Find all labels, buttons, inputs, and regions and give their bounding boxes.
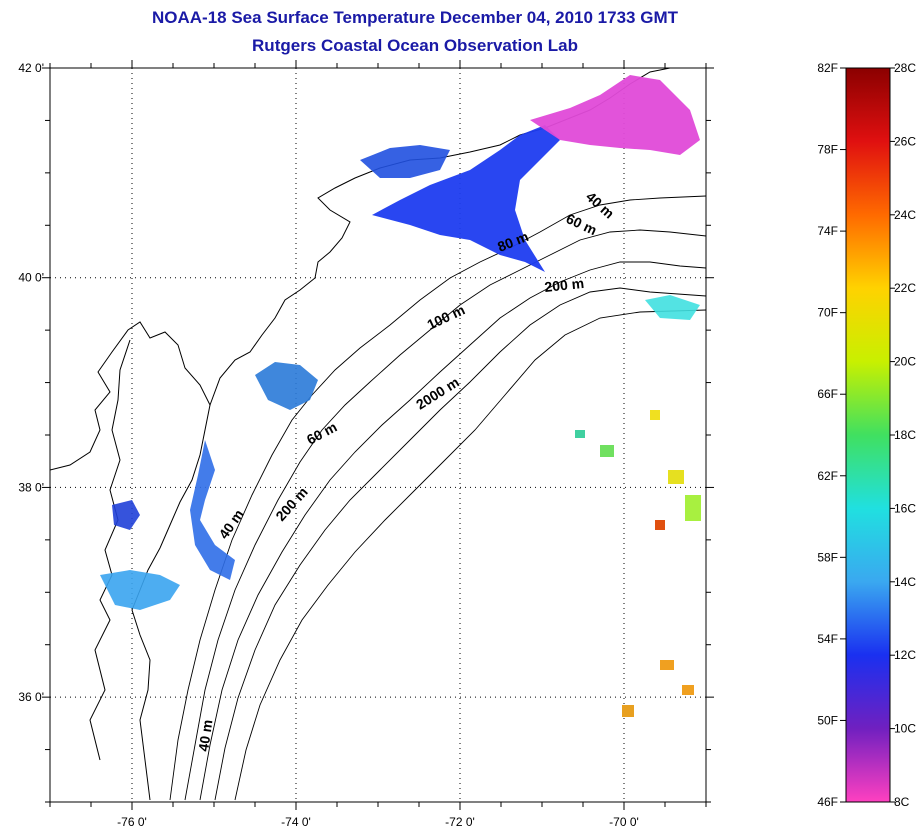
sst-patch-chesapeake-mouth xyxy=(100,570,180,610)
sst-patch-ny-bight xyxy=(360,145,450,178)
lon-tick-label: -76 0' xyxy=(117,815,147,829)
colorbar-label-c: 10C xyxy=(894,722,916,736)
colorbar-label-c: 26C xyxy=(894,134,916,148)
colorbar-label-f: 82F xyxy=(817,61,838,75)
colorbar-label-c: 22C xyxy=(894,281,916,295)
contour-label: 40 m xyxy=(195,719,215,753)
lat-tick-label: 40 0' xyxy=(18,271,44,285)
colorbar-label-f: 62F xyxy=(817,469,838,483)
sst-patch-offshore-cyan xyxy=(645,295,700,320)
coastline xyxy=(50,68,671,471)
colorbar-label-c: 14C xyxy=(894,575,916,589)
colorbar-label-f: 54F xyxy=(817,632,838,646)
bathymetry-contours xyxy=(169,195,706,801)
colorbar-label-f: 70F xyxy=(817,306,838,320)
sst-patch-offshore-yellow xyxy=(668,470,684,484)
sst-patch-long-island-sound xyxy=(372,125,560,272)
sst-patch-delaware xyxy=(255,362,318,410)
map-title: NOAA-18 Sea Surface Temperature December… xyxy=(152,8,678,27)
sst-patch-offshore-orange-2 xyxy=(660,660,674,670)
map-axes: -76 0' -74 0' -72 0' -70 0' 42 0' 40 0' 38 0' 3… xyxy=(18,60,714,829)
colorbar-label-f: 46F xyxy=(817,795,838,809)
lon-tick-label: -70 0' xyxy=(609,815,639,829)
colorbar-label-c: 8C xyxy=(894,795,910,809)
map-subtitle: Rutgers Coastal Ocean Observation Lab xyxy=(252,36,578,55)
lat-tick-label: 36 0' xyxy=(18,690,44,704)
colorbar-label-c: 12C xyxy=(894,648,916,662)
colorbar-label-c: 20C xyxy=(894,355,916,369)
lat-tick-label: 38 0' xyxy=(18,480,44,494)
lon-tick-label: -72 0' xyxy=(445,815,475,829)
colorbar-label-f: 78F xyxy=(817,143,838,157)
lat-tick-label: 42 0' xyxy=(18,61,44,75)
contour-label: 200 m xyxy=(544,275,585,295)
colorbar xyxy=(845,67,891,803)
lon-tick-label: -74 0' xyxy=(281,815,311,829)
sst-patch-chesapeake-west xyxy=(112,500,140,530)
sst-patch-delmarva xyxy=(190,440,235,580)
map-frame xyxy=(49,67,707,803)
colorbar-label-c: 16C xyxy=(894,501,916,515)
sst-patch-offshore-lime xyxy=(685,495,701,521)
chesapeake-shore xyxy=(89,339,131,761)
sst-patch-offshore-orange-1 xyxy=(655,520,665,530)
colorbar-label-f: 58F xyxy=(817,550,838,564)
colorbar-label-c: 28C xyxy=(894,61,916,75)
sst-patch-offshore-orange-3 xyxy=(682,685,694,695)
colorbar-labels: 82F 78F 74F 70F 66F 62F 58F 54F 50F 46F 28C 26C 24C 2… xyxy=(817,61,916,809)
colorbar-label-c: 18C xyxy=(894,428,916,442)
sst-patch-offshore-teal xyxy=(575,430,585,438)
sst-patch-nantucket xyxy=(530,75,700,155)
sst-patch-offshore-yellow-2 xyxy=(650,410,660,420)
sst-patch-offshore-orange-4 xyxy=(622,705,634,717)
colorbar-label-f: 66F xyxy=(817,387,838,401)
sst-patches xyxy=(100,75,701,717)
colorbar-label-f: 74F xyxy=(817,224,838,238)
sst-patch-offshore-green xyxy=(600,445,614,457)
colorbar-label-f: 50F xyxy=(817,713,838,727)
colorbar-label-c: 24C xyxy=(894,208,916,222)
